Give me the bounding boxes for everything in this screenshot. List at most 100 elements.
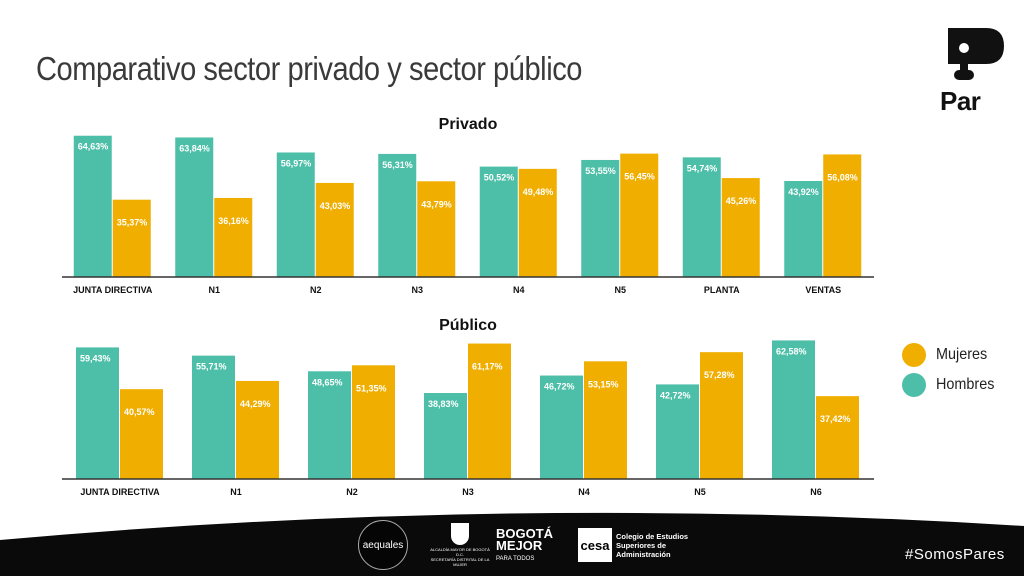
publico-value-label-hombres-3: 38,83% — [428, 399, 459, 409]
publico-category-label-4: N4 — [578, 487, 590, 497]
publico-bar-hombres-6 — [772, 340, 815, 479]
privado-category-label-4: N4 — [513, 285, 525, 295]
publico-value-label-hombres-6: 62,58% — [776, 346, 807, 356]
privado-bar-hombres-2 — [276, 152, 315, 277]
privado-value-label-hombres-0: 64,63% — [78, 142, 109, 152]
privado-value-label-mujeres-7: 56,08% — [827, 172, 858, 182]
legend-item-hombres: Hombres — [902, 372, 1001, 398]
privado-value-label-mujeres-5: 56,45% — [624, 172, 655, 182]
publico-value-label-mujeres-4: 53,15% — [588, 379, 619, 389]
chart-legend: Mujeres Hombres — [902, 342, 1001, 402]
privado-value-label-mujeres-0: 35,37% — [117, 218, 148, 228]
legend-label-hombres: Hombres — [936, 376, 995, 393]
publico-bar-hombres-4 — [540, 375, 583, 479]
footer-logos: aequales ALCALDÍA MAYOR DE BOGOTÁ D.C. S… — [358, 520, 716, 570]
cesa-mark: cesa — [578, 528, 612, 562]
privado-category-label-6: PLANTA — [704, 285, 740, 295]
bogota-line-2: MEJOR — [496, 537, 543, 553]
publico-bar-mujeres-6 — [816, 396, 859, 479]
privado-value-label-hombres-5: 53,55% — [585, 166, 616, 176]
publico-value-label-hombres-5: 42,72% — [660, 390, 691, 400]
par-logo: Par — [938, 26, 1008, 116]
privado-bar-hombres-0 — [73, 135, 112, 277]
privado-value-label-hombres-2: 56,97% — [281, 158, 312, 168]
privado-bar-hombres-6 — [682, 157, 721, 277]
publico-value-label-hombres-2: 48,65% — [312, 377, 343, 387]
publico-bar-hombres-1 — [192, 355, 235, 479]
footer-band — [0, 512, 1024, 576]
privado-value-label-mujeres-2: 43,03% — [320, 201, 351, 211]
publico-value-label-mujeres-2: 51,35% — [356, 383, 387, 393]
legend-item-mujeres: Mujeres — [902, 342, 1001, 368]
par-face-logo-icon — [948, 28, 1004, 80]
par-logo-word: Par — [940, 86, 981, 116]
publico-value-label-mujeres-3: 61,17% — [472, 362, 503, 372]
aequales-logo: aequales — [358, 520, 408, 570]
privado-bar-mujeres-5 — [620, 153, 659, 277]
privado-category-label-5: N5 — [614, 285, 626, 295]
legend-label-mujeres: Mujeres — [936, 346, 988, 363]
publico-value-label-hombres-4: 46,72% — [544, 382, 575, 392]
publico-category-label-1: N1 — [230, 487, 242, 497]
publico-category-label-3: N3 — [462, 487, 474, 497]
publico-value-label-mujeres-0: 40,57% — [124, 407, 155, 417]
publico-value-label-mujeres-6: 37,42% — [820, 414, 851, 424]
privado-value-label-hombres-6: 54,74% — [687, 163, 718, 173]
bogota-mejor-logo: BOGOTÁ MEJOR PARA TODOS — [496, 525, 556, 563]
cesa-text: Colegio de Estudios Superiores de Admini… — [616, 532, 716, 559]
publico-bar-hombres-5 — [656, 384, 699, 479]
bogota-line-1: BOGOTÁ — [496, 525, 554, 541]
privado-bar-hombres-7 — [784, 181, 823, 277]
privado-bar-mujeres-3 — [417, 181, 456, 277]
privado-bar-hombres-3 — [378, 153, 417, 277]
publico-bar-mujeres-3 — [468, 343, 511, 479]
bogota-shield-icon — [451, 523, 469, 545]
privado-bar-mujeres-7 — [823, 154, 862, 277]
secretaria-text: SECRETARÍA DISTRITAL DE LA MUJER — [430, 557, 490, 567]
bogota-line-3: PARA TODOS — [496, 555, 535, 562]
privado-value-label-hombres-1: 63,84% — [179, 143, 210, 153]
privado-value-label-hombres-3: 56,31% — [382, 160, 413, 170]
privado-value-label-mujeres-4: 49,48% — [523, 187, 554, 197]
publico-bar-mujeres-5 — [700, 352, 743, 479]
publico-bar-hombres-0 — [76, 347, 119, 479]
privado-value-label-mujeres-1: 36,16% — [218, 216, 249, 226]
publico-bar-mujeres-0 — [120, 389, 163, 479]
privado-bar-mujeres-4 — [518, 168, 557, 277]
publico-value-label-hombres-0: 59,43% — [80, 353, 111, 363]
privado-bar-mujeres-2 — [315, 182, 354, 277]
privado-category-label-1: N1 — [208, 285, 220, 295]
publico-category-label-5: N5 — [694, 487, 706, 497]
alcaldia-logo: ALCALDÍA MAYOR DE BOGOTÁ D.C. SECRETARÍA… — [430, 523, 490, 567]
privado-value-label-mujeres-3: 43,79% — [421, 199, 452, 209]
privado-bar-hombres-1 — [175, 137, 214, 277]
publico-value-label-mujeres-1: 44,29% — [240, 399, 271, 409]
cesa-logo: cesa Colegio de Estudios Superiores de A… — [578, 528, 716, 562]
privado-bar-mujeres-0 — [112, 199, 151, 277]
hashtag: #SomosPares — [905, 546, 1005, 563]
privado-value-label-hombres-7: 43,92% — [788, 187, 819, 197]
publico-bar-mujeres-1 — [236, 380, 279, 479]
privado-bar-mujeres-1 — [214, 197, 253, 277]
cesa-line-2: Superiores de Administración — [616, 540, 671, 559]
privado-bar-hombres-5 — [581, 159, 620, 277]
publico-value-label-hombres-1: 55,71% — [196, 362, 227, 372]
cesa-line-1: Colegio de Estudios — [616, 531, 689, 541]
publico-value-label-mujeres-5: 57,28% — [704, 370, 735, 380]
publico-bar-mujeres-2 — [352, 365, 395, 479]
legend-swatch-mujeres — [902, 343, 926, 367]
publico-chart-title: Público — [439, 317, 497, 334]
privado-category-label-3: N3 — [411, 285, 423, 295]
publico-category-label-0: JUNTA DIRECTIVA — [80, 487, 160, 497]
privado-bar-mujeres-6 — [721, 178, 760, 277]
privado-chart-title: Privado — [439, 116, 498, 133]
privado-value-label-mujeres-6: 45,26% — [726, 196, 757, 206]
publico-category-label-2: N2 — [346, 487, 358, 497]
page-title: Comparativo sector privado y sector públ… — [36, 50, 582, 87]
publico-bar-hombres-3 — [424, 393, 467, 479]
privado-category-label-2: N2 — [310, 285, 322, 295]
publico-bar-mujeres-4 — [584, 361, 627, 479]
privado-bar-hombres-4 — [479, 166, 518, 277]
